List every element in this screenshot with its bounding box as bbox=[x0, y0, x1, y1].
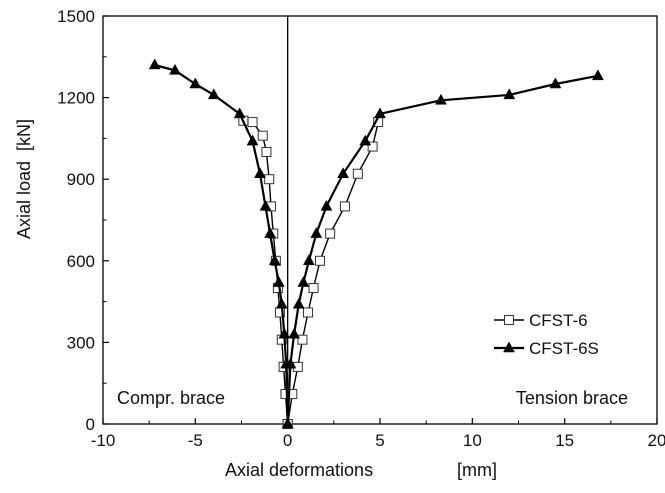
series-line bbox=[288, 76, 598, 424]
annotation-compression: Compr. brace bbox=[117, 388, 225, 408]
y-tick-label: 600 bbox=[67, 252, 95, 271]
legend-label: CFST-6S bbox=[529, 339, 599, 358]
filled-triangle-marker bbox=[360, 135, 371, 145]
series-line bbox=[288, 122, 379, 424]
x-tick-label: 15 bbox=[555, 431, 574, 450]
x-tick-label: 10 bbox=[463, 431, 482, 450]
series-line bbox=[155, 65, 288, 424]
filled-triangle-marker bbox=[247, 135, 258, 145]
y-axis-title: Axial load bbox=[14, 161, 34, 239]
filled-triangle-marker bbox=[298, 277, 309, 287]
series-line bbox=[243, 121, 287, 424]
y-tick-label: 1200 bbox=[57, 89, 95, 108]
annotation-tension: Tension brace bbox=[516, 388, 628, 408]
filled-triangle-marker bbox=[276, 298, 287, 308]
y-tick-label: 900 bbox=[67, 170, 95, 189]
open-square-marker bbox=[353, 169, 362, 178]
y-tick-label: 1500 bbox=[57, 7, 95, 26]
open-square-marker bbox=[265, 175, 274, 184]
open-square-marker bbox=[315, 256, 324, 265]
filled-triangle-marker bbox=[234, 108, 245, 118]
x-axis-unit: [mm] bbox=[457, 460, 497, 480]
open-square-marker bbox=[505, 316, 514, 325]
x-tick-label: 0 bbox=[283, 431, 292, 450]
open-square-marker bbox=[258, 131, 267, 140]
series-cfst-6s bbox=[149, 59, 603, 428]
x-tick-label: 20 bbox=[648, 431, 665, 450]
filled-triangle-marker bbox=[289, 328, 300, 338]
open-square-marker bbox=[340, 202, 349, 211]
series-cfst-6 bbox=[239, 116, 383, 428]
filled-triangle-marker bbox=[592, 70, 603, 80]
series bbox=[149, 59, 603, 429]
legend: CFST-6 CFST-6S bbox=[494, 311, 599, 358]
filled-triangle-marker bbox=[149, 59, 160, 69]
x-tick-label: 5 bbox=[375, 431, 384, 450]
legend-label: CFST-6 bbox=[529, 311, 588, 330]
filled-triangle-marker bbox=[303, 255, 314, 265]
filled-triangle-marker bbox=[311, 228, 322, 238]
filled-triangle-marker bbox=[273, 277, 284, 287]
x-axis-title: Axial deformations bbox=[225, 460, 373, 480]
x-tick-label: -5 bbox=[188, 431, 203, 450]
y-axis-unit: [kN] bbox=[14, 119, 34, 151]
open-square-marker bbox=[262, 148, 271, 157]
y-tick-label: 300 bbox=[67, 333, 95, 352]
y-tick-label: 0 bbox=[86, 415, 95, 434]
open-square-marker bbox=[309, 284, 318, 293]
filled-triangle-marker bbox=[254, 168, 265, 178]
filled-triangle-marker bbox=[321, 200, 332, 210]
filled-triangle-marker bbox=[293, 298, 304, 308]
open-square-marker bbox=[326, 229, 335, 238]
open-square-marker bbox=[298, 335, 307, 344]
filled-triangle-marker bbox=[190, 78, 201, 88]
open-square-marker bbox=[248, 118, 257, 127]
open-square-marker bbox=[303, 308, 312, 317]
